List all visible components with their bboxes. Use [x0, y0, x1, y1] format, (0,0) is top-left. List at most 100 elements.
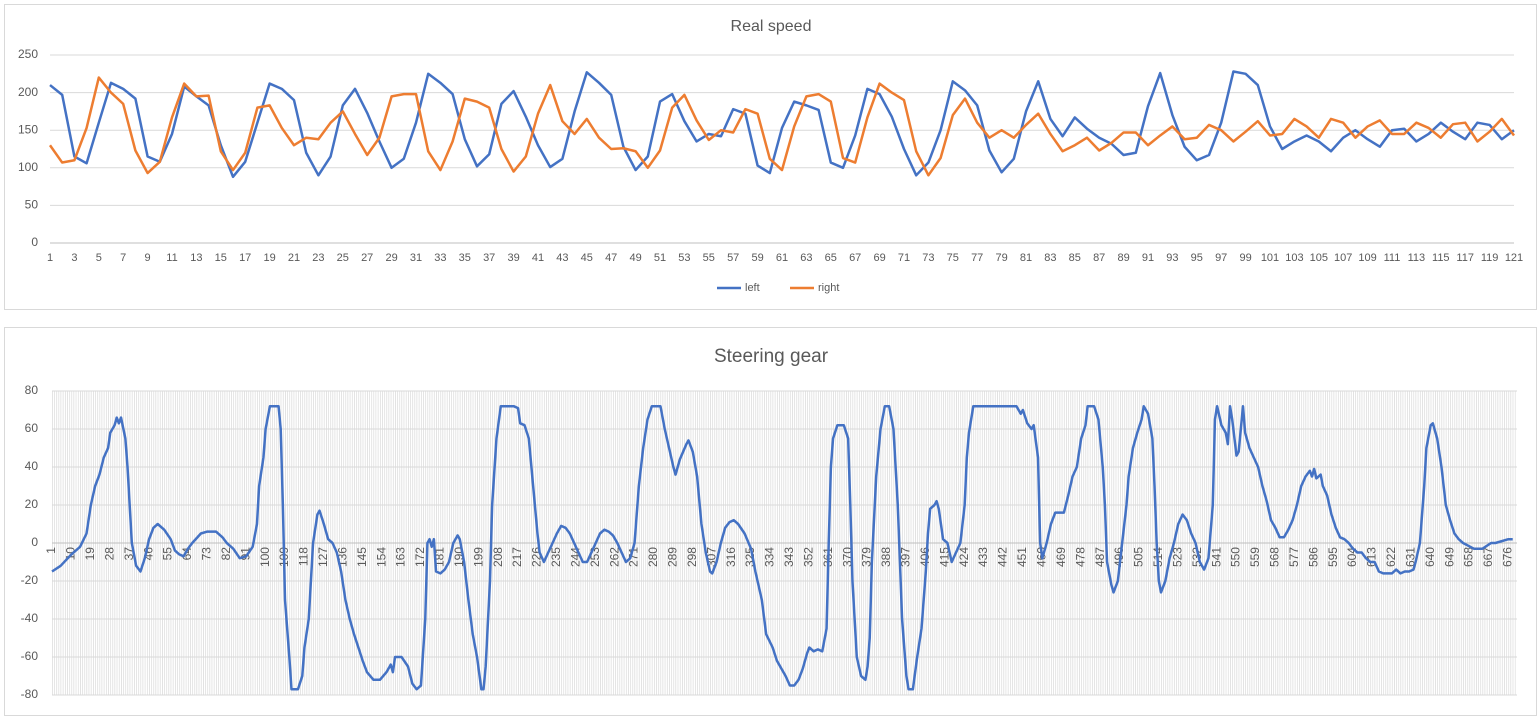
x-tick-label: 45 [581, 252, 593, 264]
x-tick-label: 235 [549, 547, 563, 567]
data-line [48, 76, 1516, 177]
y-tick-label: 80 [25, 383, 39, 397]
x-tick-label: 13 [190, 252, 202, 264]
x-tick-label: 5 [96, 252, 102, 264]
x-tick-label: 83 [1044, 252, 1056, 264]
x-tick-label: 1 [47, 252, 53, 264]
y-tick-label: 200 [18, 85, 38, 99]
y-tick-label: 150 [18, 122, 38, 136]
x-tick-label: 87 [1093, 252, 1105, 264]
x-tick-label: 73 [200, 547, 214, 561]
x-tick-label: 208 [491, 547, 505, 567]
x-tick-label: 43 [556, 252, 568, 264]
x-tick-label: 35 [459, 252, 471, 264]
x-tick-label: 343 [782, 547, 796, 567]
y-tick-label: -80 [21, 687, 39, 701]
x-tick-label: 298 [685, 547, 699, 567]
x-tick-label: 65 [825, 252, 837, 264]
x-tick-label: 19 [83, 547, 97, 561]
x-tick-label: 577 [1287, 547, 1301, 567]
x-tick-label: 415 [937, 547, 951, 567]
x-tick-label: 127 [316, 547, 330, 567]
x-tick-label: 27 [361, 252, 373, 264]
x-tick-label: 1 [44, 547, 58, 554]
x-tick-label: 100 [258, 547, 272, 567]
x-tick-label: 145 [355, 547, 369, 567]
legend-label: right [818, 282, 839, 294]
x-tick-label: 79 [995, 252, 1007, 264]
x-tick-label: 442 [996, 547, 1010, 567]
y-tick-label: -60 [21, 649, 39, 663]
x-tick-label: 115 [1432, 252, 1450, 264]
x-tick-label: 25 [337, 252, 349, 264]
x-tick-label: 15 [215, 252, 227, 264]
x-tick-label: 77 [971, 252, 983, 264]
x-tick-label: 105 [1310, 252, 1328, 264]
x-tick-label: 69 [873, 252, 885, 264]
legend-label: left [745, 282, 760, 294]
x-tick-label: 11 [166, 252, 177, 264]
x-tick-label: 523 [1170, 547, 1184, 567]
y-tick-label: 100 [18, 160, 38, 174]
x-tick-label: 85 [1069, 252, 1081, 264]
x-tick-label: 49 [629, 252, 641, 264]
x-tick-label: 496 [1112, 547, 1126, 567]
x-tick-label: 37 [483, 252, 495, 264]
y-tick-label: 0 [31, 535, 38, 549]
x-tick-label: 107 [1334, 252, 1352, 264]
x-tick-label: 81 [1020, 252, 1032, 264]
x-tick-label: 117 [1456, 252, 1474, 264]
x-tick-label: 101 [1261, 252, 1279, 264]
x-tick-label: 17 [239, 252, 251, 264]
x-tick-label: 109 [1358, 252, 1376, 264]
x-tick-label: 163 [394, 547, 408, 567]
x-tick-label: 82 [219, 547, 233, 561]
x-tick-label: 59 [751, 252, 763, 264]
x-tick-label: 119 [1481, 252, 1499, 264]
y-tick-label: 0 [31, 235, 38, 249]
x-tick-label: 21 [288, 252, 300, 264]
x-tick-label: 640 [1423, 547, 1437, 567]
x-tick-label: 379 [860, 547, 874, 567]
x-tick-label: 154 [374, 547, 388, 567]
x-tick-label: 113 [1408, 252, 1426, 264]
x-tick-label: 99 [1239, 252, 1251, 264]
x-tick-label: 33 [434, 252, 446, 264]
y-tick-label: 250 [18, 47, 38, 61]
x-tick-label: 93 [1166, 252, 1178, 264]
x-tick-label: 316 [724, 547, 738, 567]
y-tick-label: 40 [25, 459, 39, 473]
x-tick-label: 3 [71, 252, 77, 264]
x-tick-label: 397 [899, 547, 913, 567]
x-tick-label: 111 [1384, 252, 1401, 264]
data-line [49, 70, 1515, 179]
x-tick-label: 75 [947, 252, 959, 264]
x-tick-label: 676 [1501, 547, 1515, 567]
x-tick-label: 19 [263, 252, 275, 264]
x-tick-label: 217 [510, 547, 524, 567]
x-tick-label: 172 [413, 547, 427, 567]
x-tick-label: 29 [385, 252, 397, 264]
x-tick-label: 478 [1073, 547, 1087, 567]
x-tick-label: 55 [703, 252, 715, 264]
y-tick-label: -40 [21, 611, 39, 625]
x-tick-label: 595 [1326, 547, 1340, 567]
x-tick-label: 424 [957, 547, 971, 567]
x-tick-label: 121 [1505, 252, 1523, 264]
x-tick-label: 388 [879, 547, 893, 567]
x-tick-label: 622 [1384, 547, 1398, 567]
x-tick-label: 352 [801, 547, 815, 567]
x-tick-label: 47 [605, 252, 617, 264]
x-tick-label: 71 [898, 252, 910, 264]
x-tick-label: 95 [1191, 252, 1203, 264]
x-tick-label: 97 [1215, 252, 1227, 264]
y-tick-label: 50 [25, 198, 39, 212]
x-tick-label: 55 [161, 547, 175, 561]
x-tick-label: 31 [410, 252, 422, 264]
x-tick-label: 487 [1093, 547, 1107, 567]
x-tick-label: 334 [763, 547, 777, 567]
x-tick-label: 568 [1268, 547, 1282, 567]
chart-title: Steering gear [714, 346, 829, 367]
x-tick-label: 280 [646, 547, 660, 567]
